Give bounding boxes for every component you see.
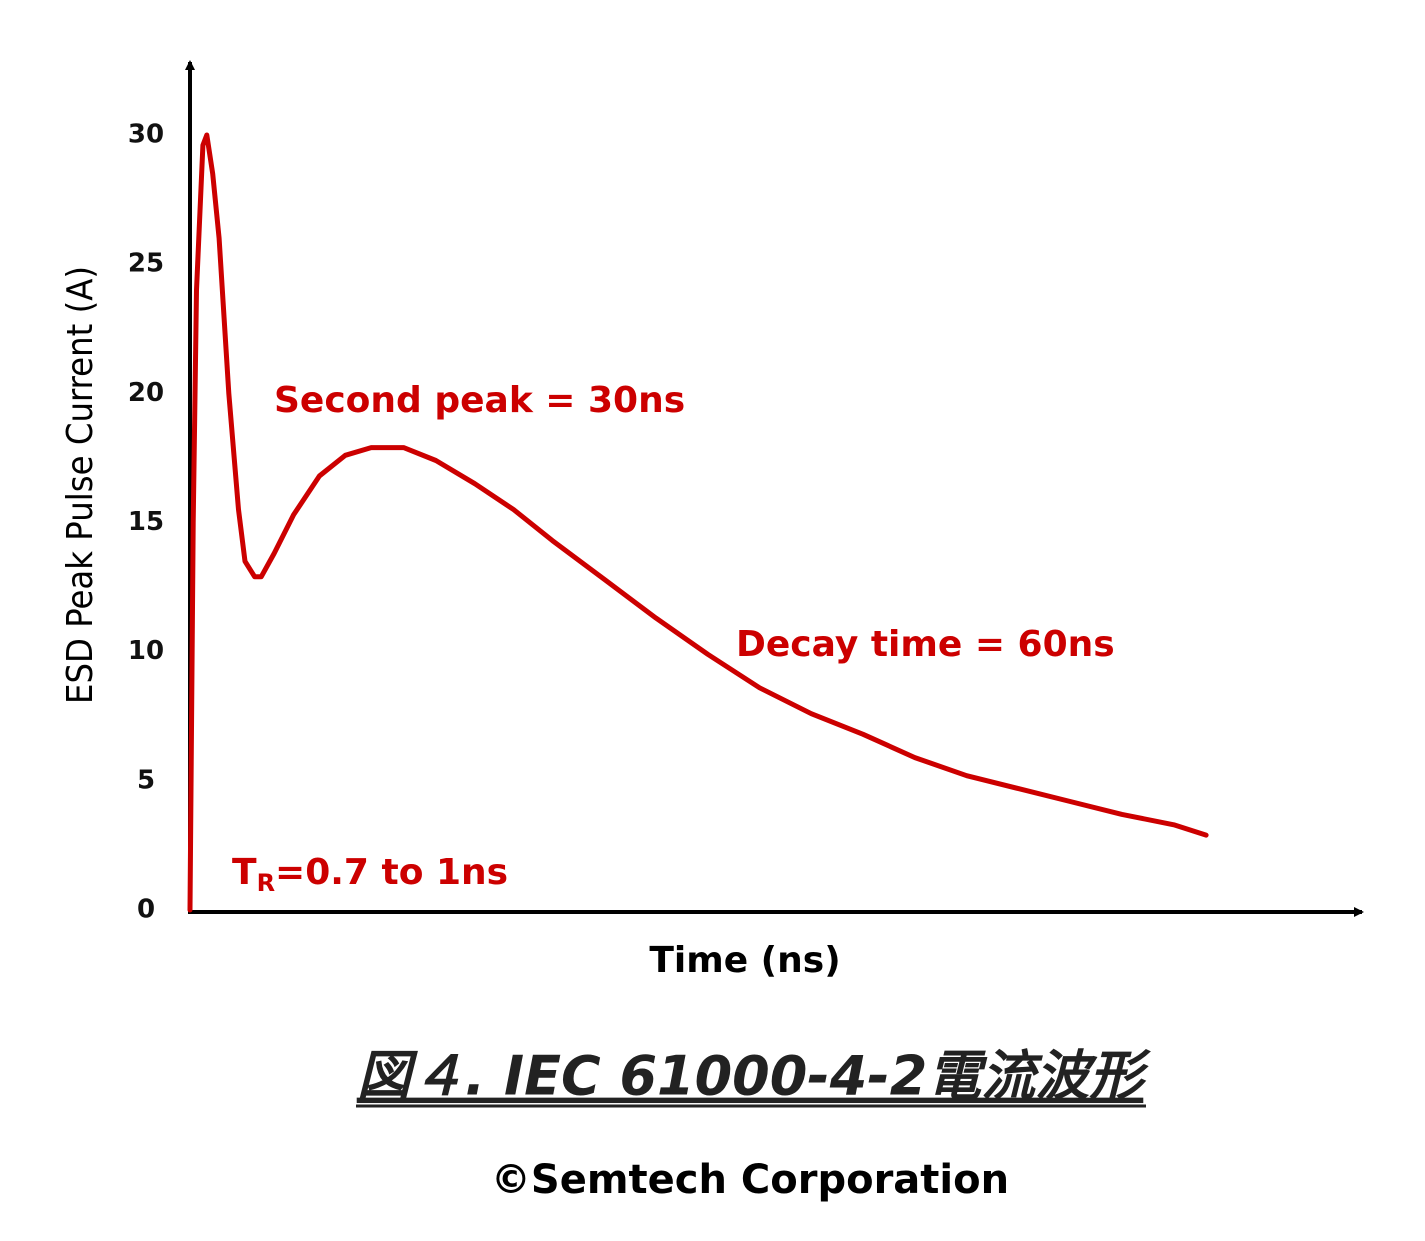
rise-subscript: R [257, 869, 275, 897]
annotation: Second peak = 30ns [274, 380, 685, 421]
rise-text: =0.7 to 1ns [275, 852, 508, 893]
credit: ©Semtech Corporation [491, 1157, 1009, 1203]
y-tick-label: 0 [137, 895, 155, 925]
y-tick-label: 20 [128, 378, 164, 408]
y-tick-label: 10 [128, 636, 164, 666]
y-tick-label: 15 [128, 507, 164, 537]
y-tick-label: 30 [128, 120, 164, 150]
annotation: Decay time = 60ns [736, 624, 1115, 665]
caption: 図４. IEC 61000-4-2電流波形 [357, 1045, 1152, 1108]
y-tick-label: 5 [137, 765, 155, 795]
y-axis-label: ESD Peak Pulse Current (A) [60, 266, 101, 704]
y-tick-label: 25 [128, 249, 164, 279]
rise-time-annotation: TR=0.7 to 1ns [232, 852, 508, 897]
rise-symbol: T [232, 852, 257, 893]
data-line [187, 132, 1209, 913]
x-axis-label: Time (ns) [649, 940, 840, 981]
